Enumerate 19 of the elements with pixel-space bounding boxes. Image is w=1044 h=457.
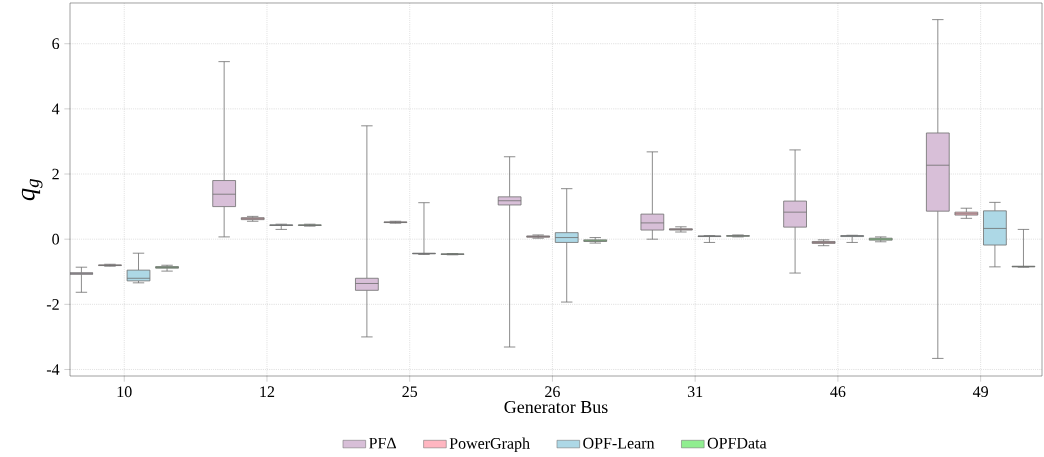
- y-tick-label: -4: [46, 364, 60, 375]
- legend-label: PowerGraph: [449, 437, 530, 453]
- x-tick-label: 46: [830, 386, 846, 398]
- y-tick-label: 0: [52, 233, 60, 245]
- y-tick-label: 4: [51, 103, 60, 115]
- x-tick-label: 10: [117, 386, 132, 398]
- x-axis-title: Generator Bus: [504, 400, 608, 414]
- legend-label: OPFData: [707, 437, 767, 449]
- x-tick-label: 12: [260, 386, 275, 397]
- y-tick-label: 2: [52, 168, 59, 180]
- y-axis-title: q$_{g}$: [21, 179, 43, 201]
- y-tick-label: 6: [52, 38, 60, 50]
- y-tick-label: -2: [46, 299, 59, 310]
- x-tick-label: 25: [402, 386, 418, 398]
- legend-label: PFΔ: [369, 437, 397, 449]
- x-tick-label: 49: [972, 386, 988, 398]
- x-tick-label: 26: [545, 386, 560, 398]
- legend-label: OPF-Learn: [583, 437, 655, 449]
- x-tick-label: 31: [687, 386, 703, 398]
